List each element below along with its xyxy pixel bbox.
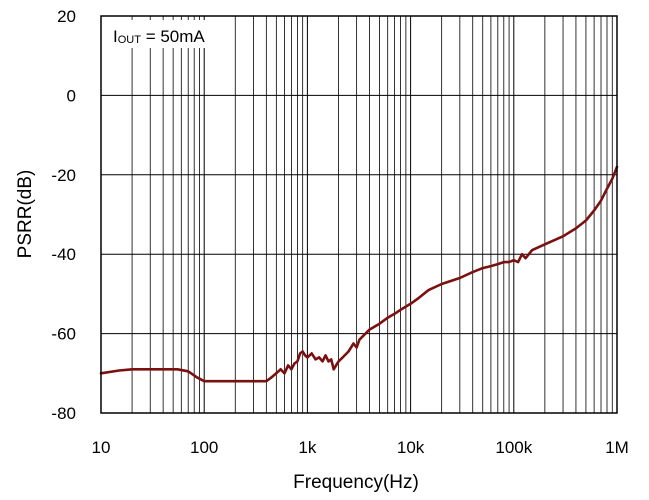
x-tick-label: 100k [495, 438, 532, 457]
annotation-prefix: I [113, 27, 118, 46]
minor-gridlines [131, 16, 613, 413]
annotation-suffix: = 50mA [141, 27, 205, 46]
annotation-background [108, 20, 228, 48]
x-tick-label: 10 [92, 438, 111, 457]
series-line-psrr [99, 165, 619, 383]
y-tick-label: -40 [51, 245, 76, 264]
x-tick-labels: 10 100 1k 10k 100k 1M [92, 438, 629, 457]
annotation-box: IOUT = 50mA [108, 20, 228, 48]
annotation-text: IOUT = 50mA [113, 27, 205, 46]
y-tick-label: -80 [51, 404, 76, 423]
plot-frame [100, 15, 618, 414]
y-axis-title: PSRR(dB) [15, 170, 36, 259]
x-tick-label: 1M [605, 438, 629, 457]
y-tick-label: 20 [57, 7, 76, 26]
annotation-subscript: OUT [118, 34, 142, 46]
y-tick-label: -20 [51, 166, 76, 185]
y-tick-label: -60 [51, 325, 76, 344]
x-axis-title: Frequency(Hz) [293, 472, 419, 493]
series-layer [99, 165, 619, 383]
x-tick-label: 1k [298, 438, 316, 457]
x-tick-label: 100 [190, 438, 218, 457]
y-tick-label: 0 [67, 86, 76, 105]
y-tick-labels: 20 0 -20 -40 -60 -80 [51, 7, 76, 423]
major-gridlines [100, 15, 618, 414]
x-tick-label: 10k [397, 438, 425, 457]
